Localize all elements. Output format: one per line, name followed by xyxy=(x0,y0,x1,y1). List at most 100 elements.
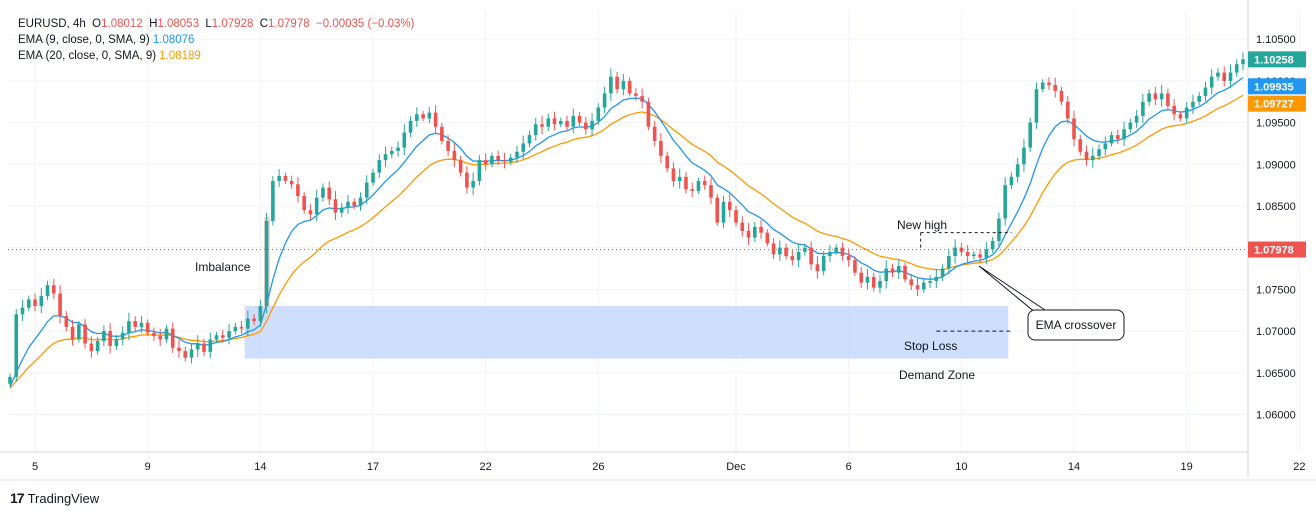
open-label: O xyxy=(92,18,102,30)
candle xyxy=(721,201,726,223)
candle xyxy=(815,264,820,272)
candle xyxy=(1153,93,1158,100)
candle xyxy=(202,343,206,352)
candle xyxy=(671,168,676,181)
candle xyxy=(596,107,601,121)
brand-name: TradingView xyxy=(27,490,100,506)
candle xyxy=(45,285,50,297)
candle xyxy=(627,80,632,94)
price-tag-label: 1.10258 xyxy=(1254,54,1294,66)
candle xyxy=(296,184,300,196)
candle xyxy=(252,318,256,322)
candle xyxy=(740,222,745,231)
y-tick-label: 1.06000 xyxy=(1256,409,1296,421)
candle xyxy=(984,249,989,258)
candle xyxy=(277,175,281,181)
x-tick-label: Dec xyxy=(726,461,746,473)
candle xyxy=(878,281,882,288)
x-tick-label: 14 xyxy=(254,461,266,473)
candle xyxy=(646,101,651,127)
candle xyxy=(221,335,225,338)
ema20-row[interactable]: EMA (20, close, 0, SMA, 9) 1.08189 xyxy=(18,48,414,64)
candle xyxy=(659,140,663,156)
candle xyxy=(1209,76,1214,88)
candle xyxy=(840,247,845,257)
candle xyxy=(796,251,801,261)
candle xyxy=(577,115,582,123)
candle xyxy=(915,285,920,290)
candle xyxy=(615,76,619,90)
x-tick-label: 26 xyxy=(592,461,604,473)
candle xyxy=(1191,101,1195,108)
close-value: 1.07978 xyxy=(268,18,310,30)
timeframe-label: 4h xyxy=(72,18,86,30)
candle xyxy=(14,314,19,377)
candle xyxy=(871,276,876,288)
candle xyxy=(1241,59,1245,65)
x-tick-label: 22 xyxy=(480,461,492,473)
candle xyxy=(778,247,782,255)
candle xyxy=(571,115,576,127)
y-tick-label: 1.09500 xyxy=(1256,118,1296,130)
candle xyxy=(396,147,400,151)
candle xyxy=(402,132,407,148)
candle xyxy=(477,160,482,181)
candle xyxy=(33,299,37,307)
candle xyxy=(421,114,425,119)
candle xyxy=(1022,147,1026,165)
ema9-value: 1.08076 xyxy=(152,34,195,46)
candle xyxy=(440,126,444,141)
candle xyxy=(1034,89,1039,123)
candle xyxy=(921,282,926,290)
y-tick-label: 1.06500 xyxy=(1256,368,1296,380)
candle xyxy=(1109,135,1114,144)
candle xyxy=(865,276,870,283)
ema9-row[interactable]: EMA (9, close, 0, SMA, 9) 1.08076 xyxy=(18,32,414,48)
candle xyxy=(609,76,613,94)
ema20-line xyxy=(9,94,1244,389)
candle xyxy=(189,349,194,358)
candle xyxy=(1222,72,1227,81)
candle xyxy=(884,268,889,282)
x-tick-label: 6 xyxy=(846,461,852,473)
candle xyxy=(458,160,463,173)
candle xyxy=(427,112,432,119)
candle xyxy=(527,135,532,144)
x-tick-label: 19 xyxy=(1181,461,1193,473)
candle xyxy=(308,210,313,215)
candle xyxy=(1065,101,1070,119)
candle xyxy=(246,318,250,329)
candle xyxy=(170,328,175,348)
candle xyxy=(990,241,995,250)
candle xyxy=(102,331,106,342)
candle xyxy=(415,114,419,121)
candle xyxy=(158,336,163,340)
candle xyxy=(152,332,156,337)
y-tick-label: 1.07500 xyxy=(1256,284,1296,296)
candle xyxy=(1197,95,1201,102)
ema9-line xyxy=(9,77,1244,388)
candle xyxy=(634,93,638,96)
candle xyxy=(133,321,137,327)
candle xyxy=(371,172,375,183)
candle xyxy=(859,272,864,283)
candle xyxy=(264,220,269,307)
candle xyxy=(903,266,907,280)
candle xyxy=(1203,87,1208,96)
candle xyxy=(496,155,500,161)
candle xyxy=(959,247,964,252)
candle xyxy=(934,276,939,282)
candle xyxy=(1047,82,1051,86)
candle xyxy=(790,256,795,261)
candle xyxy=(89,343,94,352)
candle xyxy=(521,143,526,152)
x-tick-label: 22 xyxy=(1293,461,1305,473)
candle xyxy=(1072,118,1076,140)
crossover-pointer xyxy=(978,265,1049,319)
footer-brand[interactable]: 17 TradingView xyxy=(10,490,99,506)
candle xyxy=(227,331,231,338)
candle xyxy=(978,254,982,258)
candle xyxy=(540,124,544,127)
